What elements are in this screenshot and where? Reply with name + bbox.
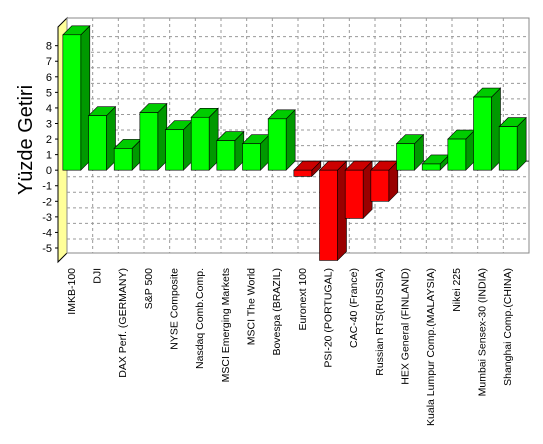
y-tick-label: -5 [42,243,52,255]
bar [421,154,450,171]
x-tick-label: CAC-40 (France) [348,268,360,348]
bar [216,130,245,171]
bar [395,133,425,171]
bar-front [498,126,518,171]
bar [139,102,168,171]
x-tick-label: DJI [92,268,104,284]
bar [267,109,296,171]
x-tick-label: S&P 500 [143,268,155,309]
bar [293,160,322,178]
x-tick-label: Russian RTS(RUSSIA) [374,268,386,376]
bar [472,87,502,171]
bar-front [113,148,133,171]
x-tick-label: MSCI Emerging Markets [220,268,232,382]
bar-front [421,163,441,171]
x-tick-label: Bovespa (BRAZIL) [271,268,283,356]
y-tick-label: -3 [42,212,52,224]
bar [498,116,527,171]
bar-front [139,112,159,171]
x-tick-label: Nasdaq Comb.Comp. [194,268,206,369]
bar-front [473,96,492,171]
bar [87,105,117,171]
bar-front [267,118,287,171]
y-tick-label: -2 [42,196,52,208]
bar [62,25,91,171]
x-tick-label: DAX Perf. (GERMANY) [117,268,129,378]
bar-front [190,116,210,171]
bar-front [447,138,467,171]
x-tick-label: Kuala Lumpur Comp.(MALAYSIA) [425,268,437,426]
y-tick-label: 4 [46,103,52,115]
bar-front [62,34,82,171]
y-tick-label: -1 [42,181,52,193]
y-tick-label: 8 [46,41,52,53]
y-tick-label: 0 [46,165,52,177]
x-tick-label: MSCI The World [246,268,258,345]
bar-front [370,169,390,202]
x-tick-label: HEX General (FINLAND) [400,268,412,385]
x-tick-label: IMKB-100 [66,268,78,315]
bar [164,119,194,171]
bar-front [293,169,313,177]
y-tick-label: -4 [42,227,52,239]
bar [344,160,373,220]
y-tick-label: 5 [46,87,52,99]
y-tick-label: 7 [46,56,52,68]
x-tick-label: Shanghai Comp.(CHINA) [502,268,514,386]
x-tick-label: PSI-20 (PORTUGAL) [323,268,335,368]
bar-front [165,129,184,171]
x-tick-label: Nikei 225 [451,268,463,312]
y-axis-label: Yüzde Getiri [15,85,37,195]
bar [241,133,271,171]
bar [370,160,399,203]
bar-front [242,143,261,171]
y-tick-label: 6 [46,72,52,84]
bar-front [88,115,107,171]
bar [318,160,348,262]
x-tick-label: NYSE Composite [169,268,181,350]
x-tick-label: Euronext 100 [297,268,309,331]
y-tick-label: 3 [46,118,52,130]
bar [447,129,476,171]
y-tick-label: 2 [46,134,52,146]
y-tick-label: 1 [46,150,52,162]
bar [113,138,142,171]
bar-front [319,169,338,261]
bar-front [396,143,415,171]
bar-front [344,169,364,219]
bar [190,107,219,171]
bar-front [216,140,236,171]
bar-side [285,109,296,171]
x-tick-label: Mumbai Sensex-30 (INDIA) [477,268,489,396]
